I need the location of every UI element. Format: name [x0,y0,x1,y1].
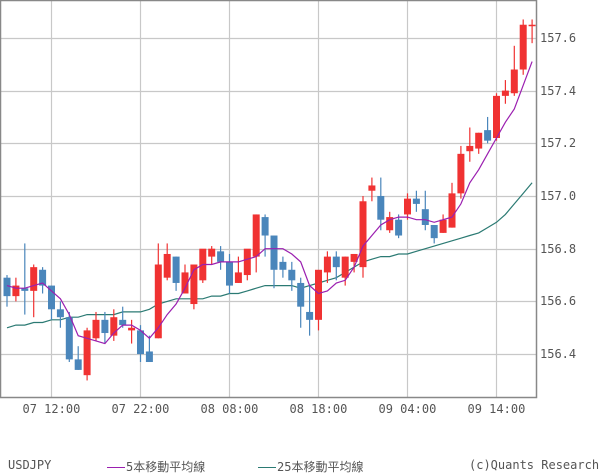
candle-down [395,219,403,236]
candle-down [48,285,55,310]
x-tick-label: 09 14:00 [467,402,526,416]
candle-down [21,288,29,291]
candle-up [519,24,527,70]
candle-up [439,219,447,233]
candle-up [208,248,216,257]
candle-down [56,309,64,318]
legend-ma5-label: 5本移動平均線 [126,460,206,474]
candle-up [341,256,349,278]
plot-frame [0,0,538,399]
candle-up [83,330,91,376]
candle-down [172,256,180,283]
candle-down [297,282,305,307]
y-tick-label: 157.2 [540,135,577,150]
candle-up [404,198,411,215]
x-tick-label: 07 12:00 [22,402,81,416]
ma25-line [6,182,533,329]
candle-up [510,69,518,94]
candle-up [448,193,456,228]
legend-ma25: 25本移動平均線 [258,458,363,475]
candle-down [412,198,420,204]
candle-down [65,317,73,360]
candle-up [252,214,260,257]
ma5-swatch-icon [107,467,125,468]
candle-up [359,201,367,268]
candle-up [163,253,171,278]
x-tick-label: 07 22:00 [111,402,170,416]
candle-down [270,235,278,270]
y-tick-label: 157.4 [540,83,577,98]
candle-down [279,261,287,270]
ma5-line [6,61,533,345]
candle-up [30,267,38,291]
candle-up [528,24,536,27]
candle-down [119,319,127,326]
candle-up [466,145,474,152]
candle-up [110,317,118,336]
candle-up [234,272,242,283]
candle-down [39,269,47,286]
candle-down [137,330,144,355]
candle-up [181,272,189,294]
candle-up [501,90,509,96]
x-tick-label: 08 08:00 [200,402,259,416]
candle-up [315,269,322,320]
candle-down [3,277,11,297]
y-tick-label: 157.0 [540,188,577,203]
candle-up [243,248,251,276]
candle-up [350,253,358,262]
y-tick-label: 156.6 [540,293,577,308]
candle-down [74,359,82,370]
candle-up [190,264,198,305]
legend-ma5: 5本移動平均線 [107,458,205,475]
candle-down [430,224,438,239]
candle-down [306,311,314,320]
candle-down [101,319,109,334]
candle-down [288,269,296,281]
candle-up [493,95,500,139]
candle-up [323,256,331,273]
candles [3,19,536,381]
y-tick-label: 156.8 [540,241,577,256]
x-tick-label: 09 04:00 [378,402,437,416]
candle-up [386,217,394,231]
candle-up [475,132,483,149]
copyright: (c)Quants Research [469,458,600,472]
candle-down [484,130,492,141]
candle-down [421,209,429,225]
candle-down [145,351,153,363]
candle-up [457,153,465,194]
candle-down [217,251,225,262]
legend-symbol: USDJPY [8,458,52,472]
y-tick-label: 156.4 [540,346,577,361]
candle-up [12,285,20,297]
ma25-swatch-icon [258,467,276,468]
candle-down [332,256,340,268]
candle-up [128,327,136,331]
candle-down [377,196,385,220]
candle-down [261,217,269,236]
grid-lines [0,0,537,398]
candle-up [92,319,100,339]
candle-down [226,261,233,286]
candle-up [154,264,162,339]
y-tick-label: 157.6 [540,30,577,45]
legend-ma25-label: 25本移動平均線 [277,460,364,474]
candle-up [368,185,376,191]
x-tick-label: 08 18:00 [289,402,348,416]
